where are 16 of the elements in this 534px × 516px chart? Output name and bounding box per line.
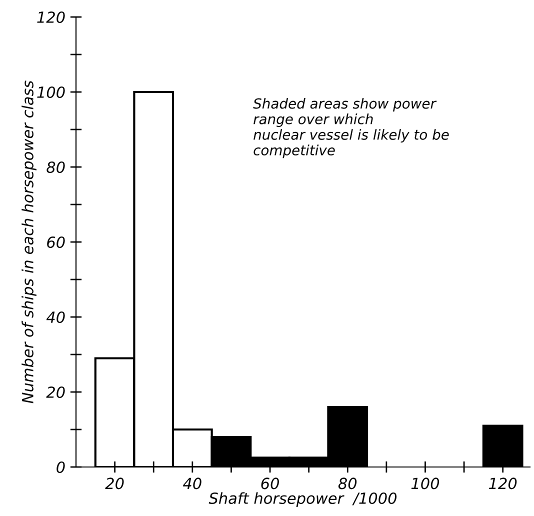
x-tick-label: 20 [105, 478, 124, 490]
y-tick-label: 100 [37, 86, 65, 98]
annotation: Shaded areas show power range over which nuclear vessel is likely to be competitive [253, 98, 449, 158]
y-tick-label: 60 [47, 236, 65, 248]
y-axis-title: Number of ships in each horsepower class [22, 80, 36, 404]
y-tick-label: 20 [46, 386, 65, 398]
x-tick-label: 100 [411, 478, 440, 490]
x-axis-title: Shaft horsepower /1000 [208, 492, 397, 507]
x-tick-label: 40 [182, 478, 202, 490]
x-tick-label: 80 [338, 478, 357, 490]
y-tick-label: 0 [56, 461, 65, 474]
y-tick-label: 120 [37, 11, 65, 24]
y-tick-label: 80 [46, 161, 65, 174]
y-tick-label: 40 [46, 311, 65, 324]
x-tick-label: 120 [489, 478, 517, 490]
x-tick-label: 60 [261, 478, 279, 490]
